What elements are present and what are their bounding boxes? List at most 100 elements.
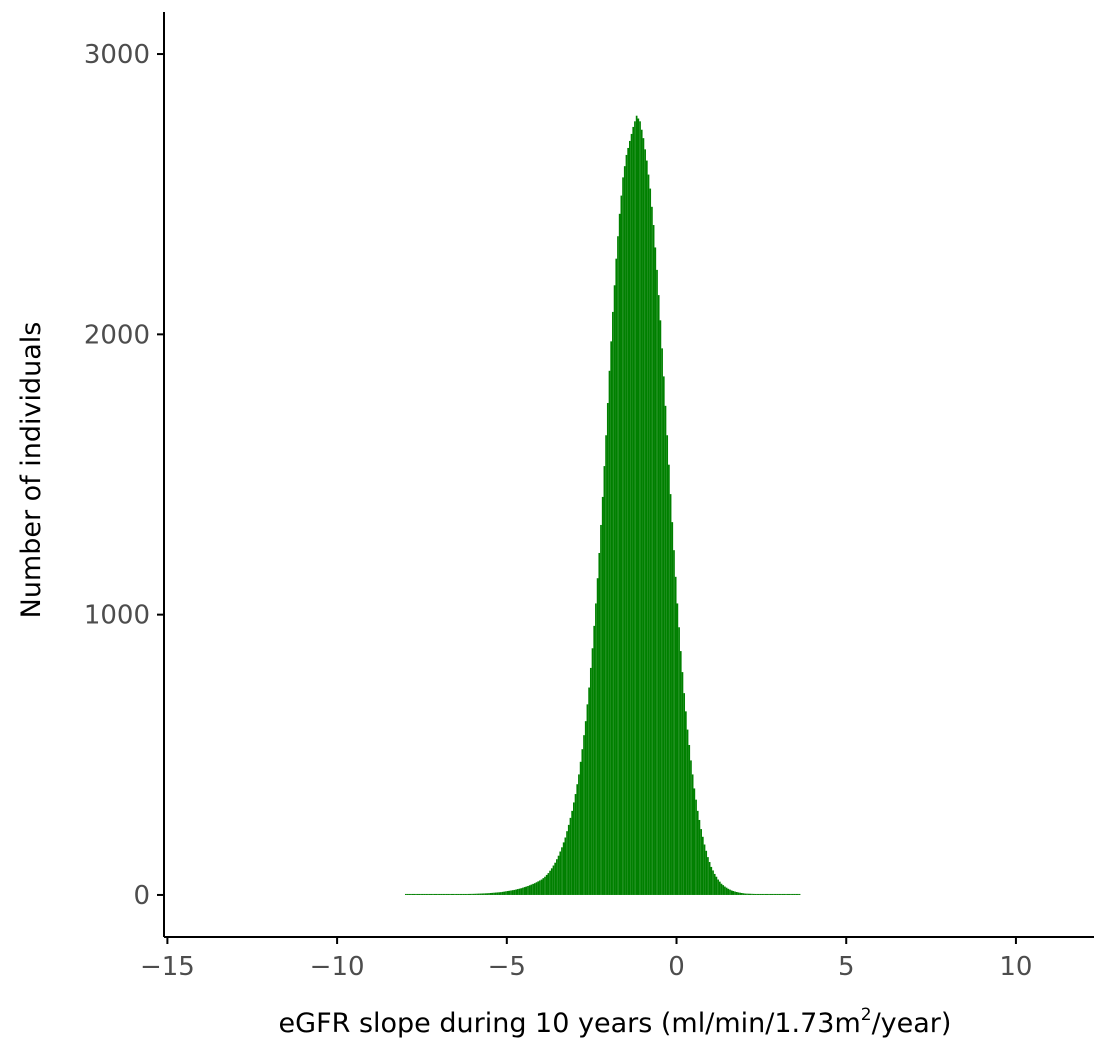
histogram-bar-166	[686, 729, 689, 895]
histogram-bar-95	[566, 831, 568, 895]
histogram-bar-160	[676, 603, 679, 895]
histogram-bar-173	[698, 819, 701, 895]
histogram-bar-33	[460, 893, 463, 895]
histogram-bar-76	[533, 883, 536, 895]
histogram-bar-177	[705, 850, 708, 895]
x-ticks-layer: −15 −10 −5 0 5 10	[140, 937, 1032, 982]
histogram-bar-157	[671, 522, 674, 895]
histogram-bar-198	[741, 892, 743, 895]
histogram-bar-45	[481, 893, 484, 895]
x-tick-label-2: −5	[488, 952, 526, 982]
histogram-bar-3	[410, 893, 412, 895]
histogram-bar-130	[625, 154, 628, 895]
histogram-bar-179	[708, 862, 711, 895]
histogram-bar-41	[474, 893, 477, 895]
histogram-bar-89	[556, 859, 558, 895]
histogram-bar-11	[423, 893, 426, 895]
histogram-bar-184	[717, 879, 719, 895]
x-axis-title: eGFR slope during 10 years (ml/min/1.73m…	[279, 1005, 952, 1039]
histogram-bar-213	[766, 893, 769, 895]
histogram-bar-188	[724, 886, 726, 895]
histogram-bar-0	[404, 893, 407, 895]
histogram-bar-228	[791, 893, 794, 895]
histogram-bar-116	[601, 496, 604, 895]
histogram-bar-38	[469, 893, 472, 895]
histogram-bar-140	[642, 138, 645, 895]
y-tick-label-2: 2000	[84, 320, 150, 350]
histogram-bar-132	[629, 140, 631, 895]
histogram-bar-35	[464, 893, 467, 895]
histogram-bar-206	[754, 893, 757, 895]
histogram-bar-221	[780, 893, 782, 895]
histogram-bar-17	[433, 893, 436, 895]
histogram-bar-109	[589, 667, 592, 895]
histogram-bar-27	[450, 893, 453, 895]
histogram-bar-52	[493, 892, 495, 895]
histogram-bar-123	[613, 285, 616, 895]
histogram-bar-53	[494, 892, 497, 895]
histogram-bar-77	[535, 882, 538, 895]
x-tick-label-1: −10	[310, 952, 365, 982]
histogram-bar-190	[727, 888, 730, 895]
histogram-bar-155	[668, 464, 670, 895]
histogram-bar-18	[435, 893, 438, 895]
histogram-bar-218	[774, 893, 777, 895]
histogram-bar-84	[547, 873, 550, 895]
histogram-bar-156	[669, 494, 672, 895]
histogram-bar-211	[763, 893, 765, 895]
histogram-bar-146	[652, 225, 655, 895]
histogram-bar-9	[420, 893, 422, 895]
histogram-bar-62	[510, 890, 512, 895]
histogram-bar-199	[742, 893, 745, 895]
histogram-bar-93	[562, 842, 565, 895]
histogram-bar-72	[527, 885, 529, 895]
histogram-bar-181	[712, 870, 714, 895]
histogram-bar-22	[442, 893, 445, 895]
histogram-bar-189	[725, 887, 728, 895]
histogram-bar-79	[539, 880, 541, 895]
histogram-bar-127	[620, 195, 623, 895]
histogram-bar-187	[722, 885, 725, 895]
histogram-bar-134	[632, 126, 635, 895]
histogram-bar-108	[588, 687, 590, 895]
histogram-bar-185	[718, 881, 721, 895]
histogram-bar-118	[605, 435, 607, 895]
histogram-bar-68	[520, 888, 523, 895]
histogram-bar-186	[720, 883, 723, 895]
x-tick-label-5: 10	[999, 952, 1032, 982]
histogram-bar-195	[735, 892, 738, 895]
histogram-bar-153	[664, 405, 667, 895]
histogram-bar-126	[618, 213, 621, 895]
y-axis-title: Number of individuals	[16, 322, 47, 619]
histogram-bar-36	[466, 893, 468, 895]
histogram-bar-97	[569, 817, 572, 895]
histogram-bar-34	[462, 893, 465, 895]
histogram-bar-81	[542, 878, 545, 895]
histogram-bar-180	[710, 866, 713, 895]
histogram-bar-57	[501, 891, 504, 895]
histogram-bar-150	[659, 320, 662, 895]
histogram-bar-7	[416, 893, 419, 895]
histogram-bar-209	[759, 893, 762, 895]
histogram-bar-170	[693, 788, 696, 895]
histogram-bar-131	[627, 147, 629, 895]
histogram-bar-60	[506, 891, 509, 895]
histogram-bar-25	[447, 893, 450, 895]
histogram-bar-107	[586, 704, 589, 895]
histogram-bar-129	[623, 166, 626, 895]
histogram-bar-141	[644, 149, 646, 895]
histogram-bar-115	[600, 524, 602, 895]
histogram-bar-47	[484, 893, 487, 895]
histogram-bar-121	[610, 341, 613, 895]
histogram-bar-168	[690, 760, 692, 895]
histogram-bar-75	[532, 883, 534, 895]
histogram-bar-230	[795, 893, 798, 895]
histogram-bar-24	[445, 893, 448, 895]
histogram-bar-125	[617, 236, 619, 895]
histogram-bar-176	[703, 844, 706, 895]
x-axis-title-superscript: 2	[861, 1005, 872, 1025]
histogram-bar-163	[681, 672, 684, 895]
histogram-bar-227	[790, 893, 792, 895]
